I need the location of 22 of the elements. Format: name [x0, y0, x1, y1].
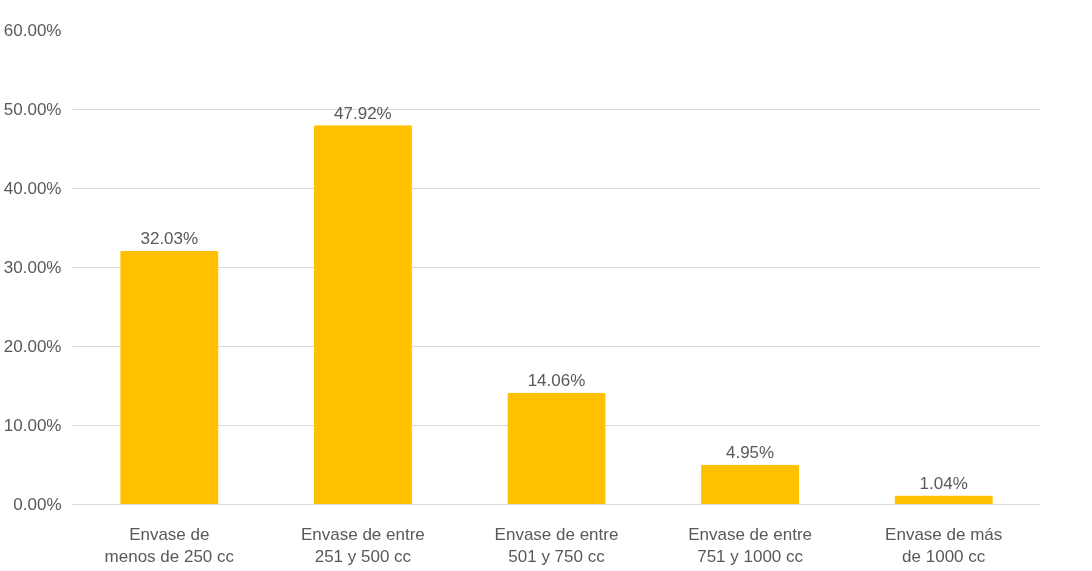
y-tick-label: 10.00% [3, 416, 62, 435]
data-label: 47.92% [334, 103, 392, 123]
bar [120, 250, 219, 505]
y-tick-label: 40.00% [3, 179, 62, 198]
bar [894, 495, 993, 505]
y-tick-label: 0.00% [13, 495, 62, 514]
data-label: 32.03% [140, 229, 199, 249]
bar [701, 464, 799, 505]
x-tick-label: Envase de entre 251 y 500 cc [301, 524, 425, 567]
data-label: 4.95% [726, 443, 775, 463]
y-tick-label: 30.00% [3, 258, 62, 277]
bar [507, 392, 606, 505]
data-label: 14.06% [527, 371, 586, 391]
x-tick-label: Envase de entre 751 y 1000 cc [688, 524, 813, 567]
y-tick-label: 60.00% [3, 21, 62, 40]
x-tick-label: Envase de más de 1000 cc [885, 524, 1003, 567]
x-tick-label: Envase de menos de 250 cc [104, 524, 235, 567]
data-label: 1.04% [919, 474, 968, 494]
y-tick-label: 50.00% [3, 100, 62, 119]
x-tick-label: Envase de entre 501 y 750 cc [494, 524, 619, 567]
bar [314, 125, 412, 505]
y-tick-label: 20.00% [3, 337, 62, 356]
